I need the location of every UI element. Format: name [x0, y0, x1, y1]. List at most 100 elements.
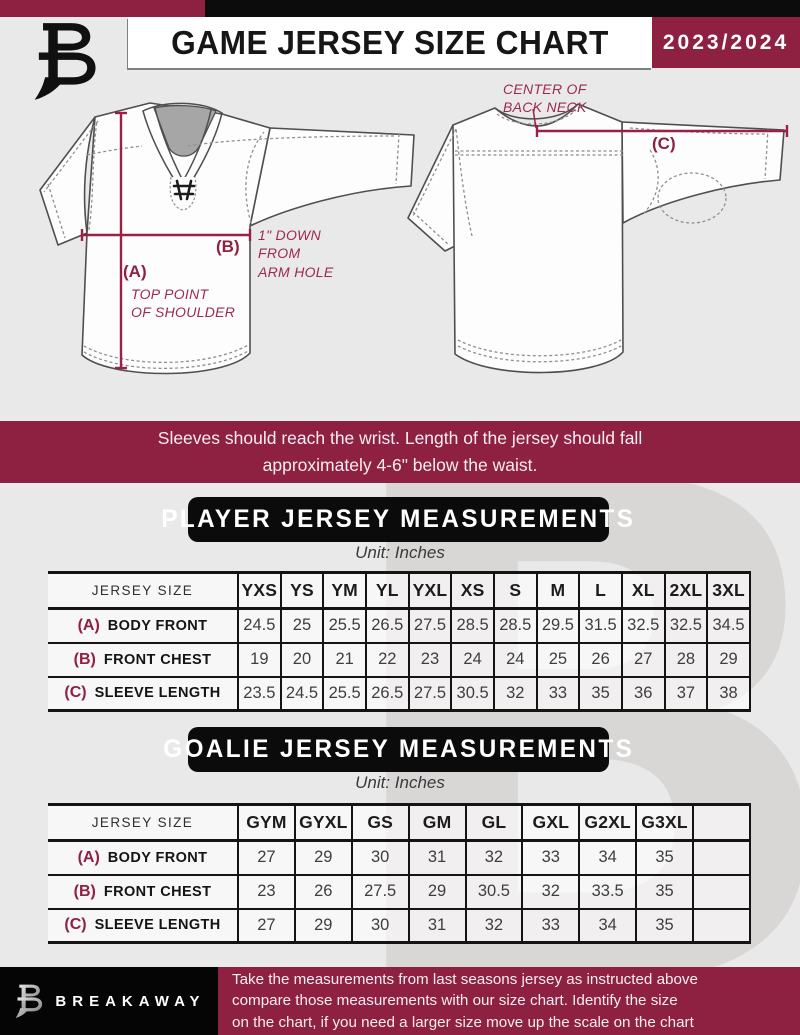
measurement-value: 20: [279, 641, 325, 678]
measurement-value: [692, 907, 751, 944]
measurement-label-cell: (A) BODY FRONT: [48, 839, 239, 876]
measurement-value: 25.5: [322, 607, 367, 644]
front-jersey-diagram: [39, 102, 415, 375]
label-key-c: (C): [652, 134, 676, 153]
top-bar-accent: [0, 0, 205, 17]
measurement-value: 30: [350, 839, 410, 876]
measurement-value: [692, 839, 751, 876]
measurement-value: 23.5: [237, 675, 282, 712]
measurement-value: 35: [578, 675, 623, 712]
table-row: (C) SLEEVE LENGTH 23.5 24.5 25.5 26.5 27.5 30.5…: [48, 675, 751, 712]
measurement-lines-front: [80, 111, 252, 370]
size-column-header: YM: [322, 571, 367, 610]
player-section-title: PLAYER JERSEY MEASUREMENTS: [161, 505, 636, 533]
footer-brand-block: BREAKAWAY: [0, 967, 218, 1035]
table-header-row: JERSEY SIZE GYM GYXL GS GM GL GXL G2XL G3XL: [48, 803, 751, 842]
measurement-value: 30: [350, 907, 410, 944]
row-key: (B): [73, 650, 96, 668]
measurement-value: 38: [706, 675, 751, 712]
measurement-value: 35: [635, 907, 694, 944]
player-unit-label: Unit: Inches: [355, 543, 445, 562]
measurement-value: 21: [322, 641, 367, 678]
measurement-value: 36: [620, 675, 666, 712]
breakaway-logo-icon: [16, 984, 43, 1018]
row-key: (A): [77, 616, 100, 634]
measurement-value: 32: [464, 839, 524, 876]
measurement-value: 27.5: [407, 607, 453, 644]
table-row: (A) BODY FRONT 27 29 30 31 32 33 34 35: [48, 839, 751, 876]
measurement-value: 31.5: [578, 607, 623, 644]
measurement-value: 27: [237, 907, 296, 944]
row-label: BODY FRONT: [107, 849, 208, 866]
measurement-value: 26.5: [364, 607, 410, 644]
fit-instruction-banner: Sleeves should reach the wrist. Length o…: [0, 421, 800, 483]
row-label: FRONT CHEST: [103, 651, 212, 668]
measurement-value: [692, 873, 751, 910]
table-row: (C) SLEEVE LENGTH 27 29 30 31 32 33 34 35: [48, 907, 751, 944]
footer-instructions: Take the measurements from last seasons …: [218, 967, 800, 1035]
measurement-value: 29: [293, 839, 353, 876]
label-desc-b: 1" DOWN FROM ARM HOLE: [258, 227, 334, 280]
measurement-value: 26: [293, 873, 353, 910]
season-label: 2023/2024: [662, 30, 790, 54]
measurement-value: 32: [464, 907, 524, 944]
lace-icon: [172, 179, 196, 201]
measurement-value: 24.5: [237, 607, 282, 644]
size-column-header: GXL: [521, 803, 581, 842]
measurement-value: 28: [663, 641, 709, 678]
size-column-header: M: [535, 571, 581, 610]
measurement-value: 30.5: [464, 873, 524, 910]
measurement-label-cell: (B) FRONT CHEST: [48, 873, 239, 910]
size-column-header: YXL: [407, 571, 453, 610]
season-badge: 2023/2024: [652, 17, 800, 68]
measurement-value: 27: [620, 641, 666, 678]
measurement-value: 33: [521, 907, 581, 944]
jersey-size-corner-label: JERSEY SIZE: [48, 803, 239, 842]
size-column-header: G2XL: [578, 803, 638, 842]
label-desc-a: TOP POINT OF SHOULDER: [131, 286, 236, 321]
measurement-value: 31: [407, 839, 467, 876]
goalie-section-header: GOALIE JERSEY MEASUREMENTS: [163, 727, 632, 772]
measurement-value: 25.5: [322, 675, 367, 712]
label-desc-c: CENTER OF BACK NECK: [503, 81, 587, 116]
size-column-header: YXS: [237, 571, 282, 610]
measurement-value: 24.5: [279, 675, 325, 712]
row-label: BODY FRONT: [107, 617, 208, 634]
table-header-row: JERSEY SIZE YXS YS YM YL YXL XS S M L XL 2XL 3XL: [48, 571, 751, 610]
measurement-value: 23: [407, 641, 453, 678]
page-title: GAME JERSEY SIZE CHART: [171, 23, 609, 61]
size-column-header: GYXL: [293, 803, 353, 842]
size-column-header: S: [492, 571, 538, 610]
size-column-header: 2XL: [663, 571, 709, 610]
measurement-value: 33: [535, 675, 581, 712]
measurement-value: 25: [535, 641, 581, 678]
table-row: (A) BODY FRONT 24.5 25 25.5 26.5 27.5 28.5 28.5 2…: [48, 607, 751, 644]
measurement-value: 28.5: [492, 607, 538, 644]
measurement-label-cell: (C) SLEEVE LENGTH: [48, 675, 239, 712]
measurement-value: 35: [635, 873, 694, 910]
row-key: (A): [77, 848, 100, 866]
row-label: FRONT CHEST: [103, 883, 212, 900]
size-column-header: XL: [620, 571, 666, 610]
jersey-size-corner-label: JERSEY SIZE: [48, 571, 239, 610]
measurement-value: 22: [364, 641, 410, 678]
table-row: (B) FRONT CHEST 19 20 21 22 23 24 24 25 26 27 28 29: [48, 641, 751, 678]
measurement-value: 29: [407, 873, 467, 910]
measurement-value: 33.5: [578, 873, 638, 910]
size-column-header: [692, 803, 751, 842]
measurement-value: 32.5: [620, 607, 666, 644]
measurement-value: 32: [521, 873, 581, 910]
size-column-header: XS: [450, 571, 495, 610]
measurement-value: 33: [521, 839, 581, 876]
measurement-label-cell: (A) BODY FRONT: [48, 607, 239, 644]
measurement-value: 19: [237, 641, 282, 678]
measurement-value: 24: [450, 641, 495, 678]
measurement-label-cell: (C) SLEEVE LENGTH: [48, 907, 239, 944]
measurement-value: 34: [578, 907, 638, 944]
size-column-header: G3XL: [635, 803, 694, 842]
size-column-header: YS: [279, 571, 325, 610]
player-section-header: PLAYER JERSEY MEASUREMENTS: [161, 497, 633, 542]
measurement-label-cell: (B) FRONT CHEST: [48, 641, 239, 678]
measurement-value: 27.5: [407, 675, 453, 712]
